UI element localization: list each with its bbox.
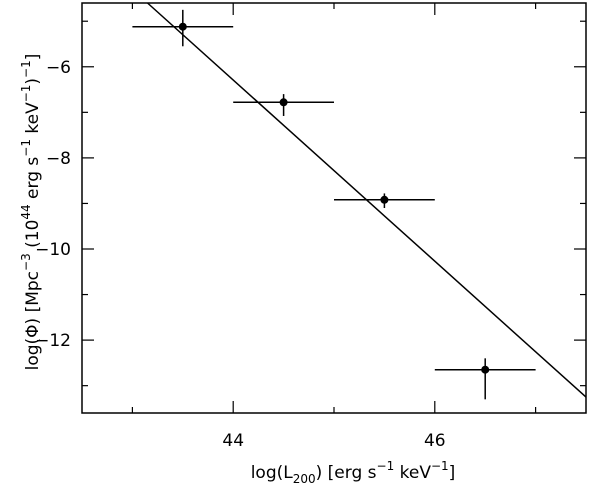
data-point-2 — [233, 94, 334, 116]
x-tick-label: 44 — [222, 431, 244, 451]
y-tick-label: −8 — [46, 149, 71, 169]
point-marker — [380, 195, 389, 204]
point-marker — [481, 365, 490, 374]
point-marker — [279, 98, 288, 107]
point-marker — [178, 22, 187, 31]
y-tick-label: −10 — [35, 240, 71, 260]
y-tick-label: −6 — [46, 58, 71, 78]
data-point-1 — [132, 9, 234, 47]
x-tick-label: 46 — [424, 431, 446, 451]
y-tick-label: −12 — [35, 331, 71, 351]
data-point-3 — [334, 193, 435, 208]
x-axis-label: log(L200) [erg s−1 keV−1] — [251, 459, 456, 486]
y-axis-label: log(Φ) [Mpc−3 (1044 erg s−1 keV−1)−1] — [19, 54, 43, 371]
data-point-4 — [434, 358, 536, 400]
plot-frame — [81, 2, 587, 414]
